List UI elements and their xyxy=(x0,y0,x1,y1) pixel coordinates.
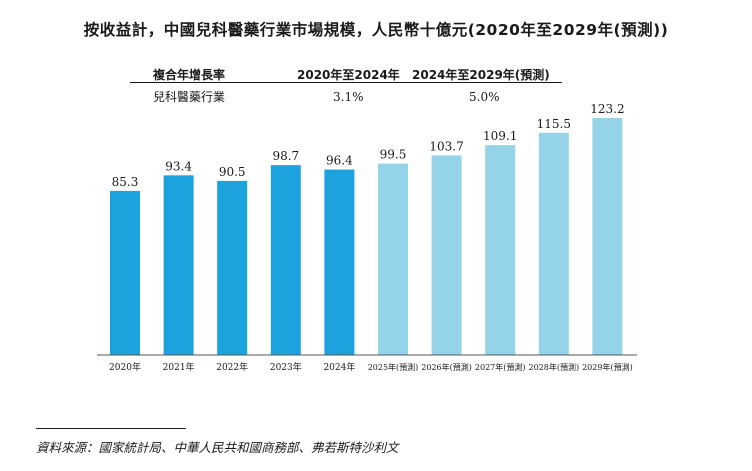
cagr-table: 複合年增長率 2020年至2024年 2024年至2029年(預測) 兒科醫藥行… xyxy=(0,0,752,120)
value-label-5: 99.5 xyxy=(380,148,407,162)
footnote-rule xyxy=(36,428,186,429)
x-tick-label-7: 2027年(預測) xyxy=(475,362,526,372)
bar-4 xyxy=(324,169,355,355)
value-label-2: 90.5 xyxy=(219,165,246,179)
value-label-4: 96.4 xyxy=(326,154,353,168)
value-label-6: 103.7 xyxy=(429,140,463,154)
bar-5 xyxy=(378,163,408,355)
value-label-0: 85.3 xyxy=(112,175,139,189)
cagr-row-label: 兒科醫藥行業 xyxy=(153,90,226,104)
bar-3 xyxy=(270,165,301,355)
cagr-col1-header: 2020年至2024年 xyxy=(297,68,400,82)
x-tick-label-0: 2020年 xyxy=(109,361,141,373)
bar-7 xyxy=(485,145,516,355)
bar-0 xyxy=(110,190,140,355)
x-tick-label-9: 2029年(預測) xyxy=(582,362,633,372)
x-tick-label-5: 2025年(預測) xyxy=(368,362,419,372)
value-label-8: 115.5 xyxy=(537,117,571,131)
x-tick-label-4: 2024年 xyxy=(323,361,355,373)
value-label-1: 93.4 xyxy=(165,159,192,173)
value-label-7: 109.1 xyxy=(483,129,517,143)
value-label-9: 123.2 xyxy=(590,102,624,116)
bar-6 xyxy=(431,155,462,355)
value-label-3: 98.7 xyxy=(272,149,299,163)
cagr-table-rule xyxy=(130,82,562,83)
x-tick-label-1: 2021年 xyxy=(163,361,195,373)
bars-group xyxy=(110,118,623,355)
cagr-col1-value: 3.1% xyxy=(333,90,364,104)
source-note: 資料來源：國家統計局、中華人民共和國商務部、弗若斯特沙利文 xyxy=(36,440,399,455)
cagr-header-label: 複合年增長率 xyxy=(153,68,226,82)
cagr-col2-value: 5.0% xyxy=(469,90,500,104)
x-tick-labels-group: 2020年 2021年 2022年 2023年 2024年 2025年(預測) 2026年(… xyxy=(109,361,633,373)
x-tick-label-6: 2026年(預測) xyxy=(421,362,472,372)
bar-9 xyxy=(592,118,623,355)
x-tick-label-8: 2028年(預測) xyxy=(528,362,579,372)
bar-1 xyxy=(163,175,194,355)
value-labels-group: 85.3 93.4 90.5 98.7 96.4 99.5 103.7 109.1 115.5 1… xyxy=(112,102,625,189)
x-tick-label-2: 2022年 xyxy=(216,361,248,373)
x-tick-label-3: 2023年 xyxy=(270,361,302,373)
cagr-col2-header: 2024年至2029年(預測) xyxy=(412,68,550,82)
chart-title: 按收益計，中國兒科醫藥行業市場規模，人民幣十億元(2020年至2029年(預測)… xyxy=(83,21,669,39)
bar-8 xyxy=(538,132,569,355)
bar-2 xyxy=(217,180,248,355)
